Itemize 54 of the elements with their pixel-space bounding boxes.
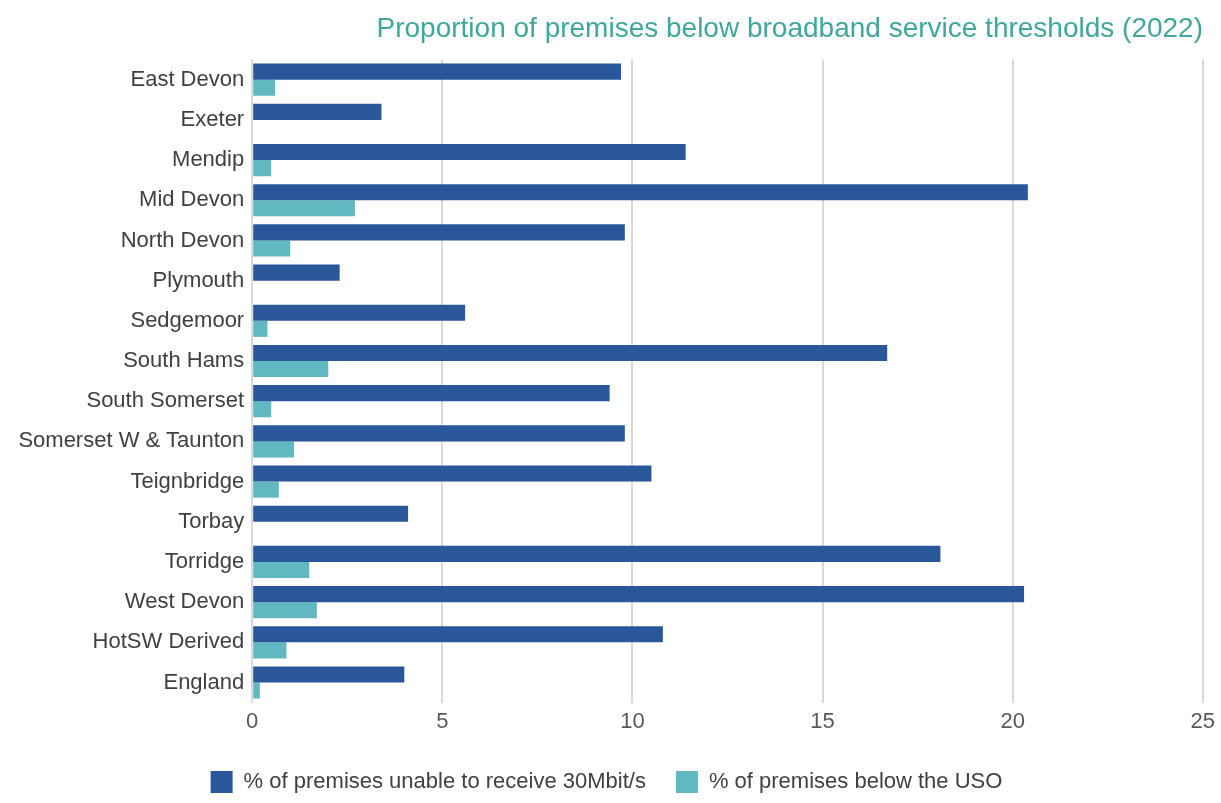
- y-tick-label: Sedgemoor: [130, 306, 245, 332]
- bar: [253, 401, 272, 418]
- chart-title: Proportion of premises below broadband service thresholds (2022): [376, 11, 1203, 43]
- bar: [253, 320, 268, 337]
- bar: [253, 79, 276, 96]
- legend-label: % of premises below the USO: [708, 768, 1003, 794]
- y-tick-label: Somerset W & Taunton: [18, 427, 245, 453]
- bar: [253, 626, 663, 643]
- bar: [253, 481, 279, 498]
- y-tick-label: Mendip: [172, 146, 245, 172]
- bar: [253, 200, 355, 217]
- bar: [253, 160, 272, 177]
- y-tick-label: Mid Devon: [139, 186, 245, 212]
- bar: [253, 224, 625, 241]
- bar: [253, 642, 287, 659]
- x-tick-label: 5: [436, 707, 449, 733]
- bar: [253, 561, 310, 579]
- bar: [253, 63, 622, 80]
- y-tick-label: HotSW Derived: [92, 628, 245, 654]
- y-tick-label: Teignbridge: [130, 467, 245, 493]
- bar: [253, 465, 652, 482]
- bar: [253, 602, 317, 619]
- bar: [253, 425, 625, 442]
- bar: [253, 682, 260, 699]
- bar: [253, 264, 340, 281]
- bar: [253, 666, 405, 683]
- x-tick-label: 0: [246, 707, 259, 733]
- y-tick-label: Torbay: [178, 507, 245, 533]
- x-tick-label: 25: [1190, 707, 1216, 733]
- bar: [253, 441, 295, 458]
- y-tick-label: West Devon: [124, 588, 245, 614]
- y-tick-label: Torridge: [164, 548, 245, 574]
- bar: [253, 361, 329, 378]
- x-tick-label: 20: [1000, 707, 1025, 733]
- bar: [253, 586, 1025, 603]
- y-tick-label: South Hams: [123, 347, 245, 373]
- bar: [253, 505, 409, 522]
- y-tick-label: North Devon: [120, 226, 245, 252]
- y-tick-label: South Somerset: [86, 387, 245, 413]
- bar: [253, 240, 291, 257]
- bar: [253, 184, 1028, 201]
- y-tick-label: East Devon: [130, 65, 245, 91]
- y-tick-label: Exeter: [180, 105, 245, 131]
- bar: [253, 103, 382, 120]
- legend-label: % of premises unable to receive 30Mbit/s: [243, 768, 646, 794]
- bar: [253, 143, 686, 161]
- y-tick-label: England: [163, 668, 245, 694]
- x-tick-label: 10: [620, 707, 645, 733]
- bar: [253, 545, 941, 562]
- x-tick-label: 15: [810, 707, 835, 733]
- bar: [253, 385, 610, 402]
- bar: [253, 344, 888, 362]
- bar: [253, 304, 466, 321]
- y-tick-label: Plymouth: [152, 266, 245, 292]
